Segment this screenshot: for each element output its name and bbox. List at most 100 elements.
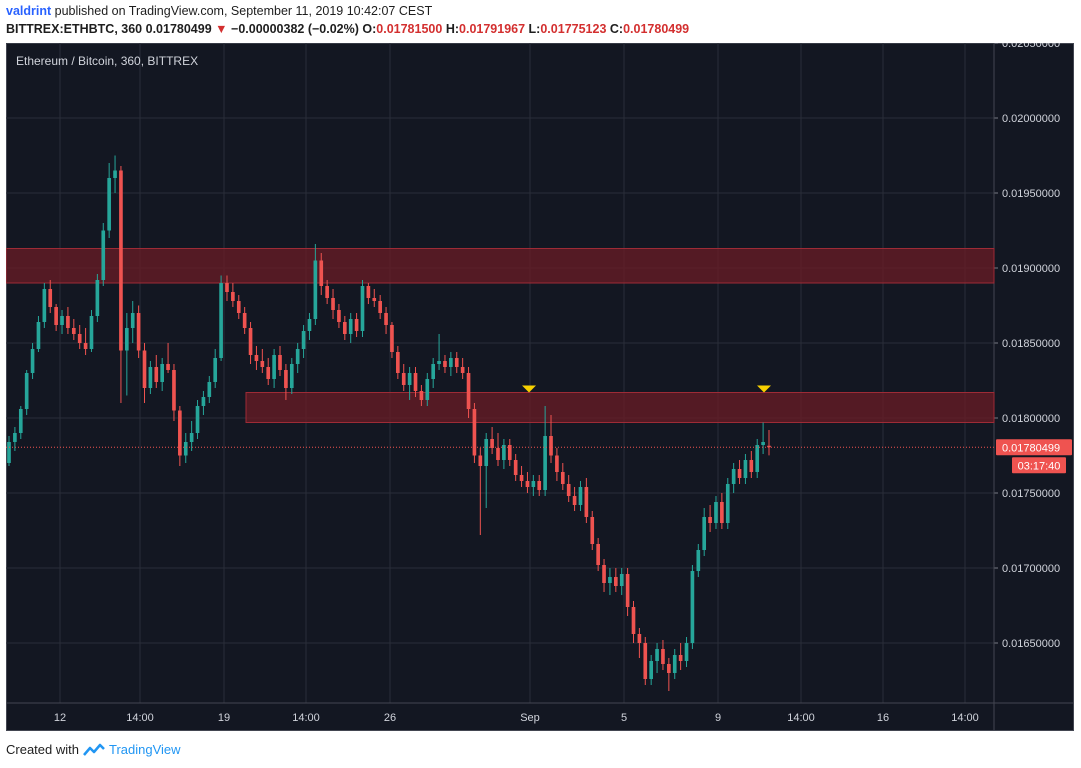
candle-body [637,634,642,643]
x-tick-label: 14:00 [126,712,154,724]
y-tick-label: 0.01750000 [1002,488,1060,500]
candle-body [48,289,53,307]
candle-body [407,373,412,385]
candle-body [543,436,547,490]
candle-body [242,313,247,328]
candle-body [248,328,253,355]
high-label: H: [445,22,460,36]
candle-body [125,328,129,351]
candle-body [743,460,748,478]
candle-body [178,410,182,456]
candle-body [337,310,341,322]
candle-body [142,350,147,388]
candle-body [136,313,141,351]
candle-body [189,433,194,442]
candle-body [608,577,612,583]
open-value: 0.01781500 [376,22,443,36]
price-change: −0.00000382 (−0.02%) [231,22,359,36]
candle-body [678,655,683,661]
candle-body [449,358,453,367]
candle-body [714,502,718,523]
open-label: O: [362,22,377,36]
candlestick-chart[interactable]: 0.01650000 0.01700000 0.01750000 0.01800000… [6,43,1074,731]
resistance-zone [6,248,995,284]
candle-body [254,355,259,361]
x-tick-label: 26 [384,712,396,724]
x-tick-label: Sep [520,712,540,724]
candle-body [425,379,430,400]
candle-body [360,286,365,331]
candle-body [472,409,477,456]
high-value: 0.01791967 [459,22,526,36]
candle-body [195,406,200,433]
candle-body [596,544,600,565]
candle-body [95,280,100,316]
candle-body [289,364,294,388]
candle-body [331,298,335,310]
candle-body [396,352,400,373]
candle-body [584,487,589,517]
x-tick-label: 14:00 [951,712,979,724]
close-value: 0.01780499 [623,22,690,36]
candle-body [119,170,123,351]
candle-body [18,409,23,433]
candle-body [578,487,583,505]
resistance-zone [245,392,995,423]
candle-body [466,373,471,409]
candle-body [278,355,282,370]
candle-body [507,445,512,460]
candle-body [413,373,418,391]
candle-body [225,283,229,292]
x-tick-label: 5 [621,712,627,724]
candle-body [36,322,41,349]
low-value: 0.01775123 [540,22,607,36]
candle-body [378,301,382,313]
candle-body [725,484,730,523]
x-tick-label: 14:00 [787,712,815,724]
x-tick-label: 12 [54,712,66,724]
y-tick-label: 0.01900000 [1002,263,1060,275]
candle-body [560,472,565,484]
candle-body [101,230,106,280]
candle-body [731,469,736,484]
candle-body [207,382,212,397]
candle-body [154,367,159,382]
candle-body [502,445,506,460]
y-tick-label: 0.02000000 [1002,113,1060,125]
candle-body [690,571,695,643]
author-link[interactable]: valdrint [6,4,52,18]
candle-body [160,364,165,382]
candle-body [130,313,135,328]
candle-body [490,439,494,448]
tradingview-brand[interactable]: TradingView [108,742,181,757]
candle-body [60,316,64,325]
candle-body [755,445,760,472]
candle-body [66,316,70,328]
candle-body [531,481,536,487]
candle-body [749,460,754,472]
candle-body [219,283,223,358]
candle-body [419,391,424,400]
candle-body [7,442,11,463]
countdown-label-bg [1012,457,1066,474]
candle-body [555,455,559,472]
candle-body [549,436,553,456]
candle-body [354,319,359,331]
candle-body [260,361,265,367]
candle-body [761,442,765,445]
candle-body [372,298,377,301]
candle-body [201,397,206,406]
candle-body [496,448,500,460]
candle-body [236,301,241,313]
down-arrow-icon: ▼ [215,22,228,36]
y-tick-label: 0.01700000 [1002,563,1060,575]
countdown-label: 03:17:40 [1018,460,1061,472]
chart-frame [6,43,1074,731]
candle-body [525,481,530,487]
candle-body [437,361,441,364]
candle-body [602,565,606,583]
y-tick-label: 0.02050000 [1002,43,1060,50]
candle-body [513,460,518,475]
last-price: 0.01780499 [145,22,212,36]
candle-body [443,361,447,367]
